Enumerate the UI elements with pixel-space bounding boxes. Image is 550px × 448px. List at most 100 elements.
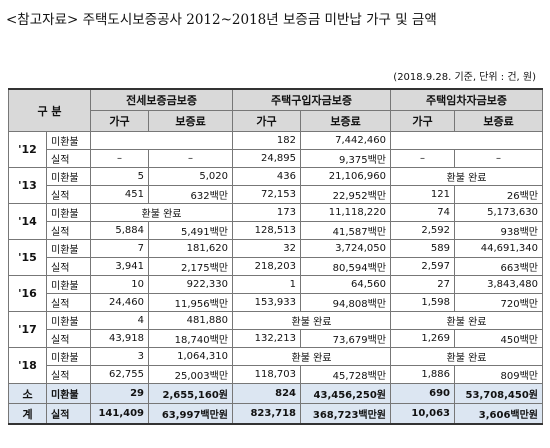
cell: 3 [90, 347, 150, 366]
merged-cell: 환불 완료 [232, 311, 392, 330]
year: '13 [8, 167, 47, 204]
cell: 181,620 [148, 239, 234, 258]
kind: 미환불 [45, 275, 92, 294]
cell: 173 [232, 203, 302, 222]
merged-cell: 환불 완료 [390, 311, 544, 330]
cell: 11,118,220 [300, 203, 392, 222]
cell: 5,884 [90, 221, 150, 240]
cell: 2,175백만 [148, 257, 234, 276]
section-header: 전세보증금보증 [90, 88, 234, 111]
total-row: 소 미환불 29 2,655,160원 824 43,456,250원 690 53,708,… [8, 383, 544, 404]
cell: 41,587백만 [300, 221, 392, 240]
subheader: 보증료 [454, 110, 544, 132]
subheader: 보증료 [300, 110, 392, 132]
cell: 62,755 [90, 365, 150, 384]
cell: 824 [232, 383, 302, 404]
cell: 3,724,050 [300, 239, 392, 258]
cell: 7 [90, 239, 150, 258]
cell: 141,409 [90, 403, 150, 425]
cell: 63,997백만원 [148, 403, 234, 425]
kind: 미환불 [45, 203, 92, 222]
kind: 실적 [45, 149, 92, 168]
merged-cell: 환불 완료 [90, 203, 234, 222]
data-row: 실적 3,941 2,175백만 218,203 80,594백만 2,597 663백만 [9, 257, 544, 276]
cell: 1 [232, 275, 302, 294]
data-row: '12 미환불 182 7,442,460 [8, 131, 544, 168]
year: '18 [8, 347, 47, 384]
kind: 미환불 [45, 131, 92, 150]
cell: 632백만 [148, 185, 234, 204]
cell: 3,843,480 [454, 275, 544, 294]
cell: 2,592 [390, 221, 456, 240]
merged-cell: 환불 완료 [232, 347, 392, 366]
cell: 3,941 [90, 257, 150, 276]
cell: 182 [232, 131, 302, 150]
cell: 74 [390, 203, 456, 222]
cell: 1,064,310 [148, 347, 234, 366]
cell: 823,718 [232, 403, 302, 425]
kind: 실적 [45, 329, 92, 348]
header-row: 구 분 전세보증금보증 주택구입자금보증 주택임차자금보증 [7, 88, 544, 132]
kind: 실적 [45, 293, 92, 312]
cell: 922,330 [148, 275, 234, 294]
kind: 미환불 [45, 311, 92, 330]
data-row: 실적 5,884 5,491백만 128,513 41,587백만 2,592 938백만 [9, 221, 544, 240]
cell: 5,020 [148, 167, 234, 186]
cell: 218,203 [232, 257, 302, 276]
data-row: '15 미환불 7 181,620 32 3,724,050 589 44,691,340 [8, 239, 544, 276]
cell: 663백만 [454, 257, 544, 276]
kind: 미환불 [45, 347, 92, 366]
cell: 2,655,160원 [148, 383, 234, 404]
cell: 5 [90, 167, 150, 186]
cell: 481,880 [148, 311, 234, 330]
kind: 실적 [45, 403, 92, 425]
cell: 9,375백만 [300, 149, 392, 168]
cell: 436 [232, 167, 302, 186]
cell: 94,808백만 [300, 293, 392, 312]
cell: 720백만 [454, 293, 544, 312]
cell: 45,728백만 [300, 365, 392, 384]
cell: 153,933 [232, 293, 302, 312]
cell: 64,560 [300, 275, 392, 294]
data-row: '18 미환불 3 1,064,310 환불 완료 환불 완료 [8, 347, 544, 384]
data-row: '16 미환불 10 922,330 1 64,560 27 3,843,480 [8, 275, 544, 312]
total-row: 계 실적 141,409 63,997백만원 823,718 368,723백만원 10,0… [8, 403, 544, 425]
subheader: 가구 [232, 110, 302, 132]
total-mark: 계 [8, 403, 47, 425]
cell: 10,063 [390, 403, 456, 425]
cell: – [390, 149, 456, 168]
table: 구 분 전세보증금보증 주택구입자금보증 주택임차자금보증 가구 보증료 가구 보증료 가구 보증… [7, 88, 544, 425]
year: '16 [8, 275, 47, 312]
kind: 미환불 [45, 383, 92, 404]
cell: 938백만 [454, 221, 544, 240]
kind: 실적 [45, 257, 92, 276]
data-row: 실적 451 632백만 72,153 22,952백만 121 26백만 [9, 185, 544, 204]
data-row: 실적 43,918 18,740백만 132,213 73,679백만 1,269 450백… [9, 329, 544, 348]
cell: 11,956백만 [148, 293, 234, 312]
total-mark: 소 [8, 383, 47, 404]
data-row: '14 미환불 환불 완료 173 11,118,220 74 5,173,630 [8, 203, 544, 240]
subheader-row: 가구 보증료 가구 보증료 가구 보증료 [9, 110, 544, 132]
empty-cell [90, 131, 234, 150]
cell: 25,003백만 [148, 365, 234, 384]
kind: 미환불 [45, 167, 92, 186]
cell: 3,606백만원 [454, 403, 544, 425]
kind: 미환불 [45, 239, 92, 258]
data-row: '13 미환불 5 5,020 436 21,106,960 환불 완료 [8, 167, 544, 204]
kind: 실적 [45, 365, 92, 384]
cell: 24,460 [90, 293, 150, 312]
cell: 53,708,450원 [454, 383, 544, 404]
cell: 73,679백만 [300, 329, 392, 348]
cell: 1,269 [390, 329, 456, 348]
data-row: 실적 – –24,895 9,375백만 – – [9, 149, 544, 168]
subheader: 보증료 [148, 110, 234, 132]
merged-cell: 환불 완료 [390, 347, 544, 366]
cell: – [90, 149, 150, 168]
cell: 2,597 [390, 257, 456, 276]
corner: 구 분 [7, 88, 92, 132]
cell: 1,886 [390, 365, 456, 384]
data-row: 실적 24,460 11,956백만 153,933 94,808백만 1,598 720백… [9, 293, 544, 312]
cell: 44,691,340 [454, 239, 544, 258]
